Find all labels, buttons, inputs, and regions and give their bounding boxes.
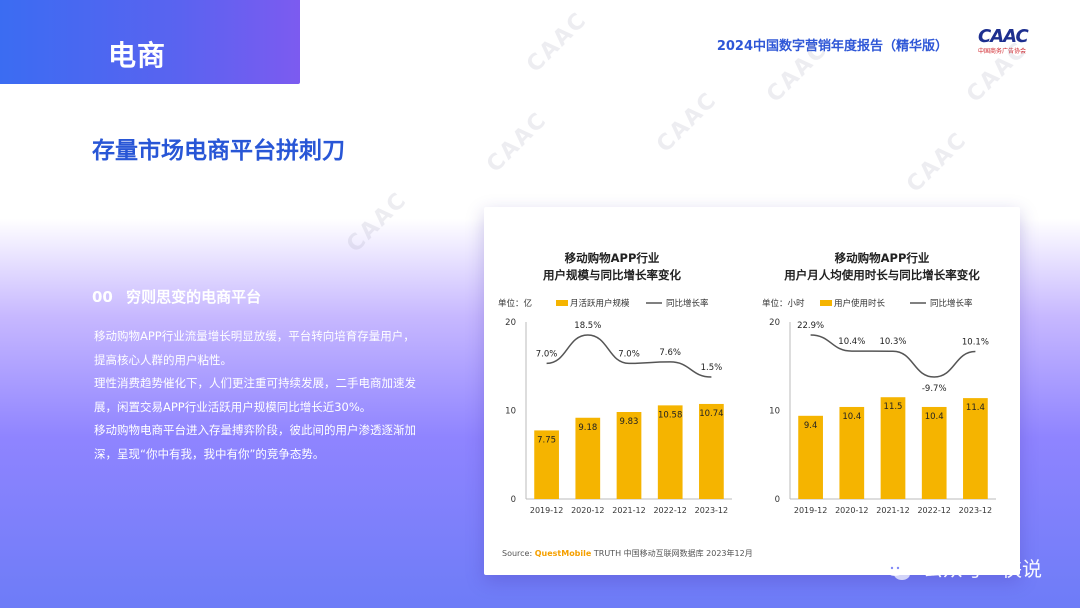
legend-bar-label: 用户使用时长	[834, 298, 886, 309]
growth-line	[810, 334, 976, 378]
x-tick-label: 2023-12	[959, 506, 992, 515]
legend-bar-label: 月活跃用户规模	[570, 298, 630, 309]
source-text: TRUTH 中国移动互联网数据库 2023年12月	[593, 549, 753, 558]
wechat-icon	[885, 561, 910, 580]
legend-line-label: 同比增长率	[930, 298, 973, 309]
chart-title-line: 用户规模与同比增长率变化	[542, 268, 681, 282]
legend-line-label: 同比增长率	[666, 298, 709, 309]
x-tick-label: 2023-12	[695, 506, 728, 515]
bar	[575, 417, 601, 499]
bar-value-label: 9.83	[620, 417, 639, 427]
line-value-label: 10.4%	[838, 337, 865, 347]
bar-value-label: 9.18	[578, 423, 597, 433]
bar-value-label: 10.4	[925, 412, 944, 422]
watermark-text: CAAC	[652, 87, 723, 158]
bar	[839, 406, 865, 499]
x-tick-label: 2022-12	[917, 506, 950, 515]
y-tick-label: 0	[775, 495, 780, 505]
line-value-label: -9.7%	[922, 384, 947, 394]
line-value-label: 1.5%	[701, 363, 723, 373]
legend-bar-swatch	[820, 300, 832, 306]
bar	[963, 398, 988, 499]
paragraph-2: 理性消费趋势催化下，人们更注重可持续发展，二手电商加速发展，闲置交易APP行业活…	[94, 376, 416, 414]
bar	[798, 415, 823, 499]
footer-brand: 公众号 · 侠说	[885, 553, 1042, 582]
logo-subtitle: 中国商务广告协会	[978, 48, 1027, 55]
unit-label: 单位：亿	[498, 298, 532, 309]
bar	[657, 405, 683, 499]
watermark-text: CAAC	[482, 107, 553, 178]
section-tag: 电商	[108, 39, 167, 72]
chart-title-line: 移动购物APP行业	[565, 251, 660, 265]
logo-text: CAAC	[978, 26, 1029, 47]
bar	[699, 403, 724, 499]
heading-index: 00	[92, 288, 113, 306]
y-tick-label: 20	[505, 318, 516, 328]
bar-value-label: 7.75	[537, 435, 556, 445]
caac-logo: CAAC 中国商务广告协会	[978, 26, 1044, 56]
x-tick-label: 2020-12	[835, 506, 868, 515]
bar-value-label: 10.58	[658, 410, 682, 420]
y-tick-label: 10	[505, 407, 516, 417]
bar-value-label: 11.4	[966, 403, 985, 413]
bar-value-label: 10.74	[699, 409, 723, 419]
line-value-label: 10.1%	[962, 337, 989, 347]
line-value-label: 18.5%	[574, 321, 601, 331]
heading-text: 穷则思变的电商平台	[126, 288, 262, 306]
unit-label: 单位：小时	[762, 298, 805, 309]
paragraph-1: 移动购物APP行业流量增长明显放缓，平台转向培育存量用户，提高核心人群的用户粘性…	[94, 329, 415, 367]
page-title: 存量市场电商平台拼刺刀	[92, 138, 345, 164]
bar-value-label: 11.5	[884, 402, 903, 412]
bar	[534, 430, 559, 499]
y-tick-label: 10	[769, 407, 780, 417]
x-tick-label: 2022-12	[653, 506, 686, 515]
watermark-text: CAAC	[902, 127, 973, 198]
line-value-label: 7.6%	[659, 348, 681, 358]
line-value-label: 10.3%	[879, 337, 906, 347]
left-heading: 00 穷则思变的电商平台	[92, 286, 261, 307]
y-tick-label: 20	[769, 318, 780, 328]
report-title: 2024中国数字营销年度报告（精华版）	[716, 39, 948, 54]
chart-title-line: 用户月人均使用时长与同比增长率变化	[783, 268, 980, 282]
y-tick-label: 0	[511, 495, 516, 505]
x-tick-label: 2020-12	[571, 506, 604, 515]
chart-title-line: 移动购物APP行业	[835, 251, 930, 265]
legend-bar-swatch	[556, 300, 568, 306]
line-value-label: 7.0%	[618, 349, 640, 359]
body-paragraphs: 移动购物APP行业流量增长明显放缓，平台转向培育存量用户，提高核心人群的用户粘性…	[94, 325, 424, 466]
watermark-text: CAAC	[342, 187, 413, 258]
source-label: Source:	[502, 549, 533, 558]
line-value-label: 22.9%	[797, 321, 824, 331]
watermark-text: CAAC	[522, 7, 593, 78]
x-tick-label: 2019-12	[794, 506, 827, 515]
source-brand: QuestMobile	[534, 549, 592, 558]
bar-value-label: 10.4	[842, 412, 861, 422]
x-tick-label: 2019-12	[530, 506, 563, 515]
chart-panel: 移动购物APP行业用户规模与同比增长率变化单位：亿 月活跃用户规模 同比增长率 0 10…	[484, 207, 1020, 575]
bar	[880, 397, 906, 499]
section-header-band	[0, 0, 300, 84]
x-tick-label: 2021-12	[876, 506, 909, 515]
growth-line	[546, 334, 712, 378]
line-value-label: 7.0%	[536, 349, 558, 359]
bar	[616, 412, 642, 499]
bar-value-label: 9.4	[804, 421, 818, 431]
source-note: Source: QuestMobile TRUTH 中国移动互联网数据库 202…	[502, 548, 753, 559]
x-tick-label: 2021-12	[612, 506, 645, 515]
paragraph-3: 移动购物电商平台进入存量搏弈阶段，彼此间的用户渗透逐渐加深，呈现“你中有我，我中…	[94, 423, 416, 461]
footer-brand-text: 公众号 · 侠说	[922, 557, 1042, 581]
bar	[921, 406, 947, 499]
